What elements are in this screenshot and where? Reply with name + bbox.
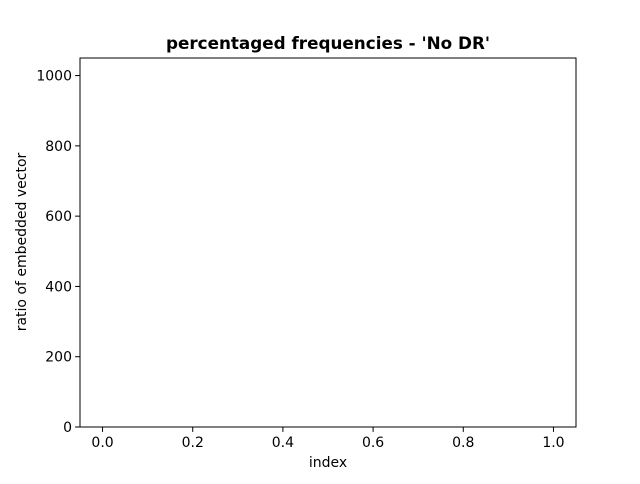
chart-title: percentaged frequencies - 'No DR' <box>166 33 490 53</box>
y-tick-label: 0 <box>63 420 72 436</box>
y-tick-label: 400 <box>45 279 72 295</box>
y-tick-label: 800 <box>45 139 72 155</box>
y-axis-label: ratio of embedded vector <box>14 152 30 331</box>
x-tick-label: 0.8 <box>452 435 474 451</box>
x-tick-label: 0.6 <box>362 435 384 451</box>
x-tick-label: 0.0 <box>91 435 113 451</box>
plot-area-frame <box>79 57 577 428</box>
y-tick-label: 1000 <box>36 69 72 85</box>
x-tick-label: 0.2 <box>182 435 204 451</box>
y-axis-ticks: 0 200 400 600 800 1000 <box>36 69 80 436</box>
x-tick-label: 1.0 <box>542 435 564 451</box>
y-tick-label: 200 <box>45 350 72 366</box>
x-axis-ticks: 0.0 0.2 0.4 0.6 0.8 1.0 <box>91 427 565 451</box>
x-tick-label: 0.4 <box>272 435 294 451</box>
x-axis-label: index <box>309 455 347 471</box>
y-tick-label: 600 <box>45 209 72 225</box>
